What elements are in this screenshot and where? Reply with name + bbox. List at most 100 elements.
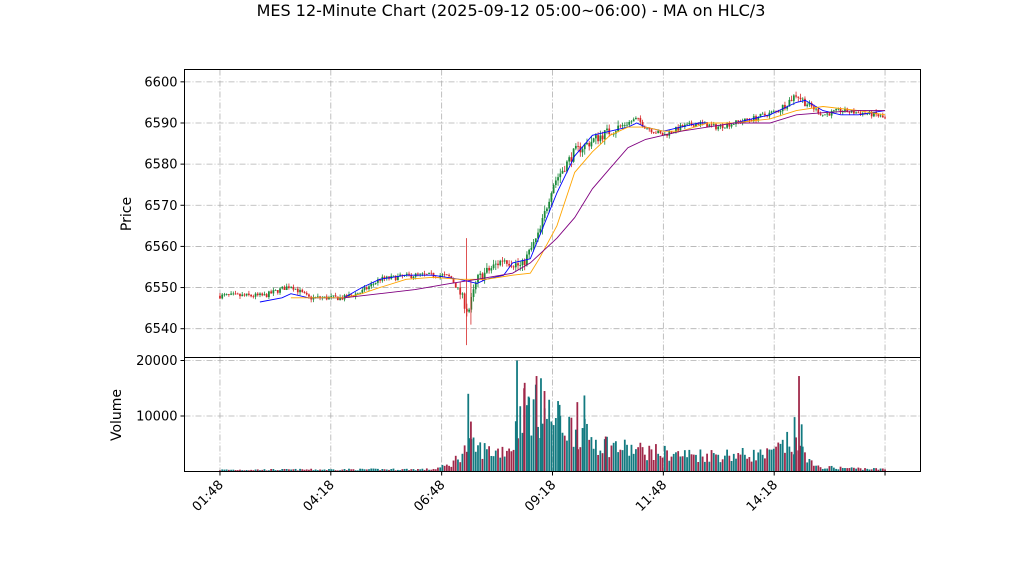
candle-body xyxy=(508,263,511,266)
candle-body xyxy=(590,141,593,147)
volume-bar xyxy=(352,469,355,472)
volume-bar xyxy=(434,469,437,472)
volume-bar xyxy=(532,399,535,472)
candle-body xyxy=(490,268,493,271)
candle-body xyxy=(305,292,308,295)
volume-bar xyxy=(635,449,637,472)
candle-body xyxy=(788,99,791,107)
volume-bar xyxy=(221,469,224,472)
price-y-tick-label: 6560 xyxy=(144,240,177,255)
price-y-ticks: 6540 6550 6560 6570 6580 6590 6600 xyxy=(144,75,185,337)
candle-body xyxy=(359,292,361,294)
volume-bar xyxy=(230,469,232,472)
volume-bar xyxy=(561,432,564,472)
volume-bar xyxy=(477,445,479,472)
candle-body xyxy=(356,293,359,295)
candle-body xyxy=(659,130,662,133)
candle-body xyxy=(586,142,588,145)
volume-bar xyxy=(303,469,306,472)
volume-bar xyxy=(517,438,519,472)
volume-bar xyxy=(381,469,384,472)
volume-bar xyxy=(808,458,811,472)
volume-bar xyxy=(512,449,515,472)
candle-body xyxy=(225,294,228,295)
volume-bar xyxy=(884,469,886,472)
candle-body xyxy=(592,138,595,142)
candle-body xyxy=(541,218,544,229)
x-tick-label: 01:48 xyxy=(190,478,227,515)
volume-bar xyxy=(316,470,319,472)
candle-body xyxy=(243,294,246,296)
volume-bar xyxy=(766,448,769,472)
volume-bar xyxy=(639,442,642,472)
candle-body xyxy=(574,145,577,149)
candle-body xyxy=(239,294,241,297)
volume-bar xyxy=(641,447,644,472)
volume-bar xyxy=(554,418,557,472)
volume-bar xyxy=(737,453,740,472)
volume-bar xyxy=(239,469,241,472)
volume-bar xyxy=(445,464,448,472)
volume-bar xyxy=(499,457,502,472)
volume-bar xyxy=(824,468,826,472)
volume-bar xyxy=(546,418,548,472)
volume-bar xyxy=(225,469,228,472)
volume-bar xyxy=(510,451,513,472)
volume-bar xyxy=(706,453,708,472)
candle-body xyxy=(319,296,321,299)
moving-average-line-3 xyxy=(344,110,885,299)
volume-bar xyxy=(261,469,264,472)
candle-body xyxy=(276,290,279,293)
volume-bar xyxy=(428,469,430,472)
volume-bar xyxy=(296,470,299,472)
volume-bar xyxy=(348,468,350,472)
volume-bar xyxy=(241,470,244,472)
volume-bar xyxy=(697,461,700,472)
candle-body xyxy=(688,122,691,124)
candle-body xyxy=(421,273,424,275)
candle-body xyxy=(581,149,584,153)
candle-body xyxy=(499,260,502,266)
candle-body xyxy=(710,124,713,126)
candle-body xyxy=(879,115,882,117)
volume-bar xyxy=(708,461,711,472)
volume-bar xyxy=(288,469,290,472)
candle-body xyxy=(670,131,673,133)
candle-body xyxy=(263,294,266,296)
candle-body xyxy=(363,287,366,290)
volume-bar xyxy=(483,443,486,472)
volume-bar xyxy=(826,468,829,472)
volume-bar xyxy=(457,459,459,472)
volume-bar xyxy=(866,468,869,472)
candle-body xyxy=(454,282,457,288)
volume-bar xyxy=(668,460,671,472)
volume-bar xyxy=(443,465,446,472)
candle-body xyxy=(717,126,720,130)
candle-body xyxy=(528,249,531,255)
volume-bar xyxy=(757,452,760,472)
volume-bar xyxy=(692,454,695,472)
volume-bar xyxy=(516,360,518,472)
candle-body xyxy=(232,293,235,295)
candle-body xyxy=(781,104,784,112)
candle-body xyxy=(830,110,833,116)
volume-bar xyxy=(417,469,419,472)
volume-bar xyxy=(795,437,797,472)
volume-bar xyxy=(677,451,680,472)
candle-body xyxy=(485,267,488,273)
volume-bar xyxy=(619,449,622,472)
volume-bar xyxy=(770,449,773,472)
candle-body xyxy=(312,297,315,300)
candle-body xyxy=(726,123,728,128)
candle-body xyxy=(250,294,252,297)
volume-bar xyxy=(606,436,608,472)
volume-bar xyxy=(781,439,784,472)
volume-bar xyxy=(285,468,288,472)
volume-bar xyxy=(243,470,246,472)
volume-bar xyxy=(454,455,457,472)
volume-bar xyxy=(232,469,235,472)
candle-body xyxy=(532,242,535,248)
candle-body xyxy=(517,263,519,266)
volume-bar xyxy=(412,469,415,472)
